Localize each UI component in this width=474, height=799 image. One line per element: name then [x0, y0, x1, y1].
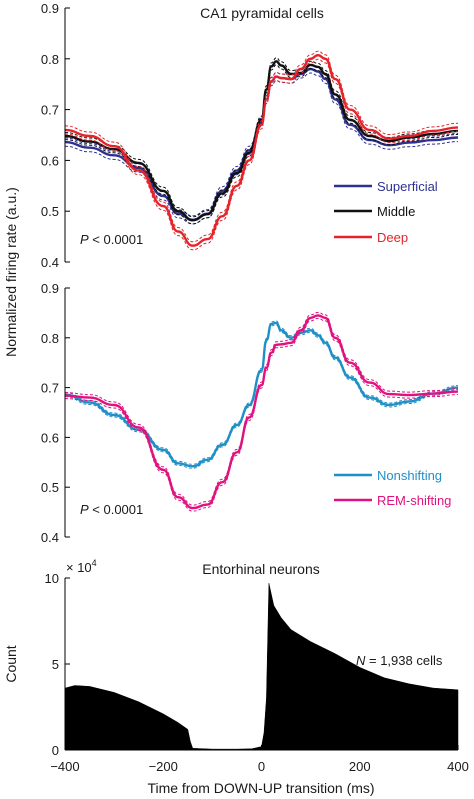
y-tick-label: 0.8: [41, 331, 59, 346]
y-axis-label-entorhinal: Count: [3, 645, 19, 682]
y-ticks-entorhinal: 0 5 10: [45, 571, 70, 758]
legend-label: Middle: [377, 204, 415, 219]
y-multiplier-exponent: 4: [92, 558, 97, 568]
y-tick-label: 0.6: [41, 153, 59, 168]
n-symbol: N: [356, 653, 366, 668]
series-line: [64, 67, 459, 222]
x-tick-label: 0: [258, 759, 265, 774]
y-multiplier-base: × 10: [66, 560, 92, 575]
p-value: < 0.0001: [89, 502, 144, 517]
y-tick-label: 0.7: [41, 381, 59, 396]
x-tick-label: 400: [447, 759, 469, 774]
x-axis-label: Time from DOWN-UP transition (ms): [147, 780, 374, 796]
series-line: [64, 314, 459, 510]
histogram-entorhinal: [64, 583, 459, 751]
legend-label: Deep: [377, 230, 408, 245]
series-line: [64, 53, 459, 247]
error-band-lower: [64, 324, 459, 469]
x-tick-label: −400: [50, 759, 79, 774]
series-nonshifting: [64, 320, 459, 469]
y-tick-label: 0.5: [41, 204, 59, 219]
legend-label: REM-shifting: [377, 493, 451, 508]
y-tick-label: 0.6: [41, 430, 59, 445]
legend-ca1: Superficial Middle Deep: [334, 179, 438, 245]
y-tick-label: 10: [45, 571, 59, 586]
p-value-annotation-ca1: P < 0.0001: [80, 232, 143, 247]
y-ticks-ca1: 0.4 0.5 0.6 0.7 0.8 0.9: [41, 1, 70, 270]
panel-title-entorhinal: Entorhinal neurons: [202, 561, 320, 577]
error-band-upper: [64, 57, 459, 218]
series-middle: [64, 57, 459, 225]
series-line: [64, 321, 459, 468]
series-deep: [64, 50, 459, 251]
plot-area-shifting: [64, 311, 459, 512]
y-tick-label: 0.4: [41, 255, 59, 270]
shared-y-axis-label: Normalized firing rate (a.u.): [3, 187, 19, 357]
y-tick-label: 5: [52, 657, 59, 672]
panel-title-ca1: CA1 pyramidal cells: [200, 5, 324, 21]
y-tick-label: 0: [52, 743, 59, 758]
error-band-upper: [64, 320, 459, 465]
x-ticks: −400 −200 0 200 400: [50, 745, 469, 774]
series-line: [64, 60, 459, 222]
y-tick-label: 0.7: [41, 103, 59, 118]
p-symbol: P: [80, 232, 89, 247]
legend-shifting: Nonshifting REM-shifting: [334, 468, 451, 508]
y-tick-label: 0.5: [41, 480, 59, 495]
p-value: < 0.0001: [89, 232, 144, 247]
error-band-lower: [64, 72, 459, 225]
y-multiplier-label: × 104: [66, 558, 97, 575]
n-annotation: N = 1,938 cells: [356, 653, 443, 668]
panel-shifting: 0.4 0.5 0.6 0.7 0.8 0.9 P < 0.0001 Nonshiftin…: [41, 281, 459, 545]
error-band-lower: [64, 64, 459, 225]
error-band-lower: [64, 317, 459, 512]
p-value-annotation-shifting: P < 0.0001: [80, 502, 143, 517]
y-tick-label: 0.9: [41, 1, 59, 16]
legend-label: Superficial: [377, 179, 438, 194]
p-symbol: P: [80, 502, 89, 517]
series-superficial: [64, 64, 459, 225]
n-value: = 1,938 cells: [365, 653, 442, 668]
y-tick-label: 0.8: [41, 52, 59, 67]
panel-ca1: 0.4 0.5 0.6 0.7 0.8 0.9 CA1 pyramidal cells P…: [41, 1, 459, 270]
histogram-fill: [64, 583, 459, 751]
error-band-upper: [64, 311, 459, 506]
x-tick-label: −200: [149, 759, 178, 774]
y-tick-label: 0.9: [41, 281, 59, 296]
y-tick-label: 0.4: [41, 530, 59, 545]
plot-area-ca1: [64, 50, 459, 251]
x-tick-label: 200: [349, 759, 371, 774]
legend-label: Nonshifting: [377, 468, 442, 483]
series-rem-shifting: [64, 311, 459, 512]
panel-entorhinal: 0 5 10 −400 −200 0 200 400 × 104 Entorhinal ne…: [3, 558, 469, 796]
y-ticks-shifting: 0.4 0.5 0.6 0.7 0.8 0.9: [41, 281, 70, 545]
